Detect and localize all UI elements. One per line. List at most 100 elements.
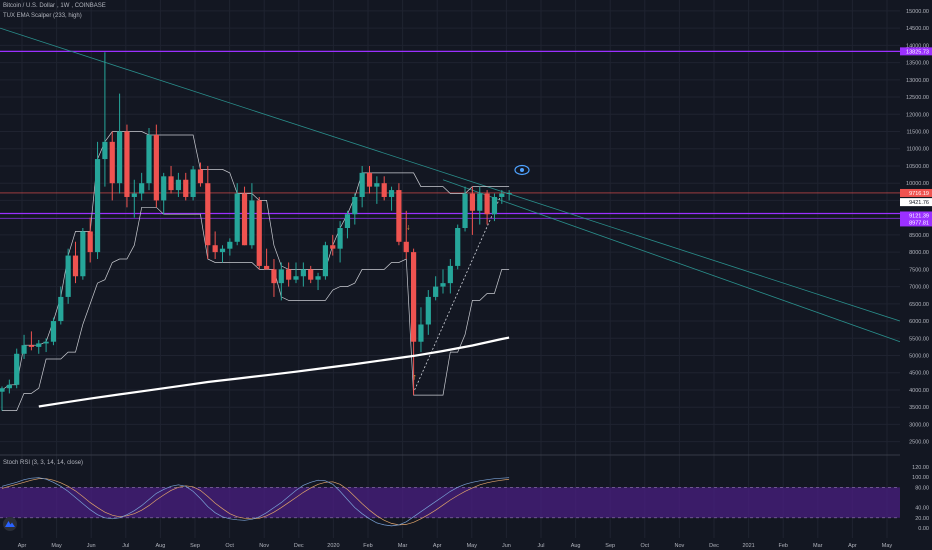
candle-body	[293, 276, 299, 280]
candle-body	[499, 193, 505, 197]
candle	[411, 248, 417, 396]
time-tick-label: Jun	[502, 543, 511, 549]
candle-body	[330, 245, 336, 249]
candle-body	[168, 176, 174, 191]
candle-body	[21, 345, 27, 354]
price-tick-label: 5000.00	[909, 354, 929, 360]
candle	[293, 262, 299, 284]
rsi-legend[interactable]: Stoch RSI (3, 3, 14, 14, close)	[3, 460, 85, 466]
price-tick-label: 10500.00	[906, 164, 929, 170]
candle	[21, 334, 27, 359]
time-tick-label: Oct	[225, 543, 234, 549]
candle	[396, 183, 402, 246]
candle	[197, 162, 204, 187]
candle-body	[264, 265, 270, 270]
candle-body	[352, 196, 358, 215]
candle-body	[308, 269, 314, 280]
chart-legend-symbol[interactable]: Bitcoin / U.S. Dollar, 1W, COINBASE	[3, 3, 106, 9]
candle-body	[374, 183, 380, 187]
candle	[227, 238, 233, 256]
price-tick-label: 6500.00	[909, 302, 929, 308]
time-tick-label: Feb	[778, 543, 787, 549]
candle-body	[256, 200, 262, 266]
time-tick-label: Mar	[813, 543, 823, 549]
candle	[175, 172, 181, 197]
eye-icon	[514, 164, 530, 176]
candle	[308, 265, 314, 284]
price-tick-label: 3500.00	[909, 405, 929, 411]
candle	[366, 165, 373, 194]
candle	[278, 262, 284, 301]
candle	[381, 176, 387, 201]
tradingview-logo[interactable]	[3, 517, 17, 531]
candle-body	[366, 172, 373, 187]
candle	[440, 269, 446, 294]
candle-body	[117, 131, 123, 184]
time-tick-label: Mar	[398, 543, 408, 549]
candle-body	[344, 214, 351, 228]
rsi-tick-label: 20.00	[915, 516, 929, 522]
time-tick-label: 2020	[327, 543, 339, 549]
time-tick-label: Sep	[190, 543, 200, 549]
rsi-k-line	[1, 477, 510, 527]
time-tick-label: Nov	[675, 543, 685, 549]
price-badge-label: 13825.73	[906, 49, 929, 55]
price-badge-label: 8977.81	[909, 220, 929, 226]
candle	[117, 93, 123, 194]
rsi-tick-label: 40.00	[915, 506, 929, 512]
candle-body	[447, 265, 453, 284]
candle-body	[388, 190, 395, 197]
ema-233-line	[38, 336, 510, 408]
candle	[469, 186, 475, 235]
chart-grid	[0, 0, 900, 538]
price-tick-label: 15000.00	[906, 9, 929, 15]
candle-body	[440, 283, 446, 287]
price-tick-label: 7000.00	[909, 285, 929, 291]
price-badge-bg	[900, 218, 932, 227]
time-tick-label: May	[51, 543, 62, 549]
drawing-lines	[0, 27, 901, 391]
price-badge-bg	[900, 188, 932, 197]
stoch-rsi-panel	[0, 477, 900, 527]
price-badge-bg	[900, 198, 932, 207]
chart-legend-indicator[interactable]: TUX EMA Scalper (233, high)	[3, 13, 84, 19]
price-badge: 13825.73	[900, 47, 932, 56]
candle	[315, 272, 321, 291]
legend-indicator: TUX EMA Scalper (233, high)	[3, 13, 82, 19]
candle-body	[80, 231, 86, 277]
price-tick-label: 3000.00	[909, 422, 929, 428]
price-tick-label: 2500.00	[909, 440, 929, 446]
candle	[102, 52, 108, 187]
price-axis: 15000.00 14500.00 14000.00 13500.00 13000.00…	[900, 0, 932, 550]
candle-body	[183, 179, 189, 197]
rsi-d-line	[1, 478, 510, 526]
price-tick-label: 6000.00	[909, 319, 929, 325]
dotted-trendline	[414, 193, 503, 391]
candle-body	[190, 169, 196, 197]
price-badge-label: 9716.19	[909, 191, 929, 197]
candle-body	[65, 255, 71, 297]
time-tick-label: May	[882, 543, 893, 549]
candle-body	[234, 193, 240, 242]
candle	[36, 340, 42, 354]
candle	[388, 186, 395, 211]
candle-body	[28, 345, 34, 347]
candle	[477, 186, 483, 225]
price-badge-label: 9421.76	[909, 200, 929, 206]
candle-body	[403, 241, 409, 253]
signal-arrow-down: ↓	[406, 223, 410, 232]
price-badge-bg	[900, 47, 932, 56]
time-tick-label: Aug	[156, 543, 166, 549]
candle	[234, 183, 240, 246]
candle-body	[278, 269, 284, 284]
candle	[271, 259, 277, 297]
price-tick-label: 8000.00	[909, 250, 929, 256]
candle-body	[197, 169, 204, 184]
candle-body	[6, 384, 12, 389]
candle	[330, 234, 336, 256]
candle	[359, 165, 365, 208]
candle-body	[462, 193, 468, 228]
rsi-tick-label: 120.00	[912, 465, 929, 471]
time-tick-label: Sep	[605, 543, 615, 549]
